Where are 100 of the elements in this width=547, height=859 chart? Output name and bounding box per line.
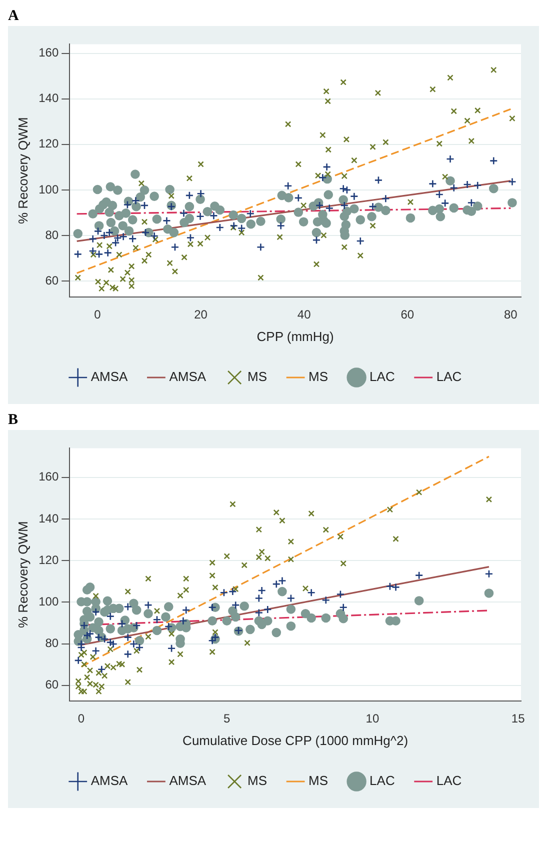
x-tick-label: 60 xyxy=(400,308,414,322)
x-tick-label: 40 xyxy=(297,308,312,322)
legend-label: LAC xyxy=(436,369,462,384)
point xyxy=(144,600,152,610)
y-tick-label: 140 xyxy=(38,511,59,526)
point xyxy=(414,571,424,580)
point xyxy=(179,616,188,626)
y-tick-label: 120 xyxy=(38,552,59,567)
point xyxy=(294,194,303,202)
point xyxy=(211,633,220,642)
point xyxy=(446,154,454,164)
point xyxy=(152,615,162,624)
point xyxy=(254,594,264,602)
point xyxy=(318,174,327,182)
point xyxy=(74,250,82,258)
point xyxy=(92,608,100,616)
legend-label: AMSA xyxy=(169,369,206,384)
point xyxy=(484,570,494,578)
chart-title: B xyxy=(8,412,20,430)
x-tick-label: 15 xyxy=(511,712,526,726)
point xyxy=(315,201,324,210)
point xyxy=(350,192,358,200)
point xyxy=(322,596,330,604)
point xyxy=(382,194,390,203)
point xyxy=(508,178,516,186)
point xyxy=(263,605,272,614)
point xyxy=(374,176,383,184)
y-tick-label: 80 xyxy=(45,228,59,242)
point xyxy=(208,603,216,612)
point xyxy=(114,234,122,242)
chart-title: A xyxy=(8,8,20,26)
legend-label: AMSA xyxy=(90,369,128,384)
point xyxy=(118,620,126,628)
point xyxy=(74,656,83,665)
legend-label: AMSA xyxy=(90,773,128,788)
point xyxy=(258,586,266,595)
legend-label: LAC xyxy=(370,773,395,788)
point xyxy=(312,236,321,244)
point xyxy=(196,189,205,198)
y-tick-label: 140 xyxy=(38,91,59,106)
point xyxy=(98,665,106,674)
point xyxy=(276,222,285,230)
x-tick-label: 0 xyxy=(78,712,85,726)
point xyxy=(356,236,365,246)
point xyxy=(220,588,228,597)
legend-label: LAC xyxy=(436,773,462,788)
point xyxy=(473,181,482,190)
x-tick-label: 0 xyxy=(94,308,102,322)
point xyxy=(210,212,218,220)
point xyxy=(170,242,180,252)
point xyxy=(230,222,238,230)
point xyxy=(325,204,334,212)
legend-label: MS xyxy=(308,773,328,788)
point xyxy=(82,631,92,640)
point xyxy=(196,212,204,221)
legend-label: MS xyxy=(308,369,328,384)
point xyxy=(254,608,264,617)
point xyxy=(208,636,216,645)
x-axis-title: CPP (mmHg) xyxy=(256,328,334,344)
y-tick-label: 80 xyxy=(45,636,59,650)
point xyxy=(140,201,149,210)
point xyxy=(339,603,348,612)
y-axis-title: % Recovery QWM xyxy=(15,521,30,628)
point xyxy=(182,606,190,614)
x-tick-label: 5 xyxy=(224,712,231,726)
x-tick-label: 20 xyxy=(194,308,208,322)
point xyxy=(386,582,394,591)
y-tick-label: 100 xyxy=(38,182,59,196)
point xyxy=(186,234,195,242)
point xyxy=(111,238,120,247)
y-axis-title: % Recovery QWM xyxy=(15,117,30,224)
point xyxy=(463,180,472,189)
x-tick-label: 10 xyxy=(366,712,380,726)
point xyxy=(231,600,240,610)
y-tick-label: 60 xyxy=(45,678,59,692)
point xyxy=(339,184,348,193)
point xyxy=(216,223,224,232)
point xyxy=(435,190,444,199)
point xyxy=(228,587,237,596)
point xyxy=(132,196,140,205)
point xyxy=(284,182,292,190)
point xyxy=(237,224,246,232)
point xyxy=(109,640,118,648)
legend-label: AMSA xyxy=(169,773,206,788)
legend-label: MS xyxy=(248,369,268,384)
point xyxy=(440,199,450,208)
point xyxy=(105,228,114,237)
point xyxy=(132,621,141,630)
point xyxy=(467,198,476,207)
y-tick-label: 60 xyxy=(45,273,59,288)
point xyxy=(185,191,194,200)
point xyxy=(286,594,296,602)
point xyxy=(119,232,128,241)
point xyxy=(256,242,265,252)
point xyxy=(124,633,132,642)
y-tick-label: 160 xyxy=(38,470,59,484)
point xyxy=(450,184,458,192)
y-tick-label: 120 xyxy=(38,136,59,151)
point xyxy=(104,248,112,257)
point xyxy=(489,156,498,165)
